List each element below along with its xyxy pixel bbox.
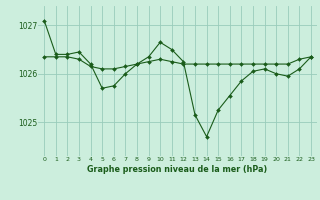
X-axis label: Graphe pression niveau de la mer (hPa): Graphe pression niveau de la mer (hPa) bbox=[87, 165, 268, 174]
